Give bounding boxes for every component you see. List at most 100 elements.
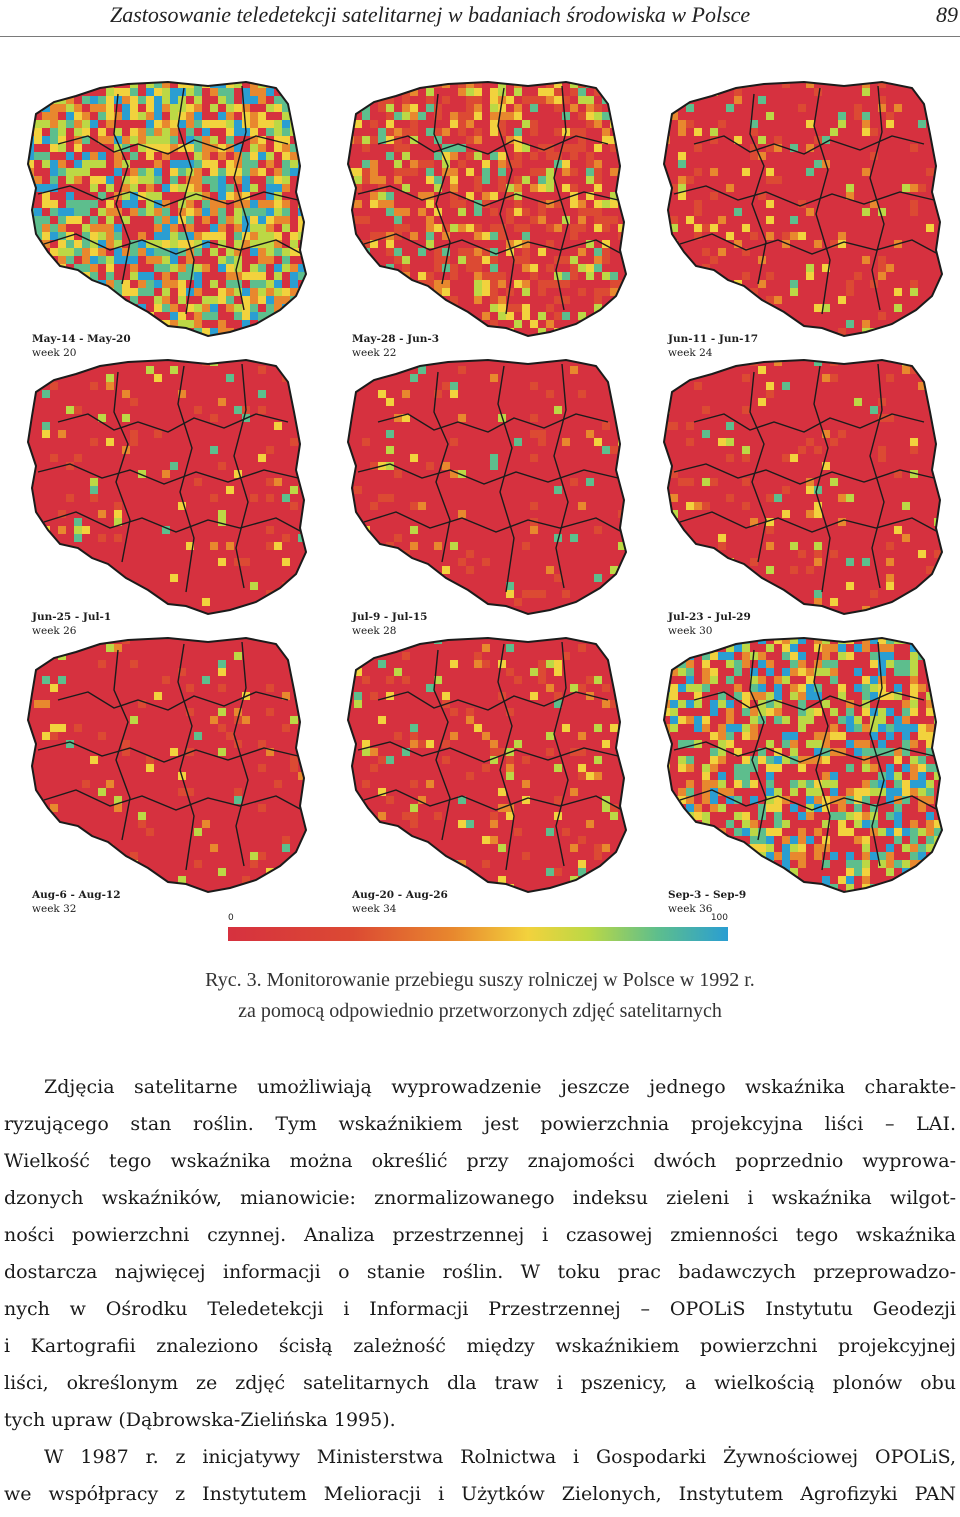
map-pixel — [378, 128, 386, 136]
map-pixel — [114, 240, 122, 248]
map-pixel — [702, 660, 710, 668]
map-pixel — [34, 82, 42, 88]
map-pixel — [378, 136, 386, 144]
map-pixel — [218, 264, 226, 272]
map-pixel — [926, 892, 934, 900]
poland-drought-map — [662, 636, 944, 900]
map-pixel — [670, 668, 678, 676]
map-pixel — [66, 462, 74, 470]
map-pixel — [354, 216, 362, 224]
map-pixel — [466, 708, 474, 716]
map-pixel — [82, 112, 90, 120]
map-pixel — [402, 96, 410, 104]
map-pixel — [450, 336, 458, 344]
map-pixel — [498, 788, 506, 796]
map-pixel — [734, 764, 742, 772]
voivodeship-border — [363, 233, 623, 255]
map-pixel — [66, 558, 74, 566]
map-pixel — [138, 248, 146, 256]
map-pixel — [202, 304, 210, 312]
map-pixel — [782, 82, 790, 88]
map-pixel — [474, 660, 482, 668]
map-pixel — [362, 748, 370, 756]
map-pixel — [290, 328, 298, 336]
map-pixel — [664, 660, 670, 668]
map-pixel — [306, 312, 314, 320]
map-pixel — [402, 748, 410, 756]
map-pixel — [870, 200, 878, 208]
map-pixel — [626, 128, 634, 136]
map-pixel — [790, 328, 798, 336]
map-pixel — [114, 804, 122, 812]
map-pixel — [82, 128, 90, 136]
map-pixel — [474, 152, 482, 160]
map-pixel — [602, 288, 610, 296]
map-pixel — [138, 168, 146, 176]
map-pixel — [250, 248, 258, 256]
map-pixel — [798, 716, 806, 724]
map-pixel — [498, 112, 506, 120]
map-pixel — [766, 844, 774, 852]
map-pixel — [50, 176, 58, 184]
map-pixel — [774, 812, 782, 820]
map-pixel — [506, 812, 514, 820]
map-pixel — [790, 892, 798, 900]
map-pixel — [106, 644, 114, 652]
map-pixel — [394, 144, 402, 152]
map-pixel — [258, 852, 266, 860]
map-pixel — [218, 184, 226, 192]
map-pixel — [258, 264, 266, 272]
map-pixel — [886, 732, 894, 740]
map-pixel — [594, 256, 602, 264]
map-pixel — [130, 128, 138, 136]
map-pixel — [554, 88, 562, 96]
map-pixel — [798, 550, 806, 558]
map-pixel — [798, 756, 806, 764]
map-pixel — [418, 112, 426, 120]
map-pixel — [306, 280, 314, 288]
map-pixel — [910, 684, 918, 692]
map-pixel — [282, 184, 290, 192]
map-pixel — [226, 136, 234, 144]
map-pixel — [570, 336, 578, 344]
map-pixel — [570, 224, 578, 232]
map-pixel — [242, 216, 250, 224]
map-pixel — [626, 590, 634, 598]
map-pixel — [570, 534, 578, 542]
map-pixel — [466, 224, 474, 232]
map-pixel — [790, 732, 798, 740]
map-pixel — [386, 296, 394, 304]
map-pixel — [50, 684, 58, 692]
map-pixel — [90, 176, 98, 184]
map-pixel — [348, 264, 354, 272]
map-pixel — [782, 510, 790, 518]
map-pixel — [610, 168, 618, 176]
map-pixel — [282, 136, 290, 144]
map-pixel — [790, 884, 798, 892]
map-pixel — [162, 96, 170, 104]
map-pixel — [490, 96, 498, 104]
map-pixel — [878, 668, 886, 676]
map-pixel — [122, 740, 130, 748]
map-pixel — [750, 780, 758, 788]
map-pixel — [610, 724, 618, 732]
map-pixel — [474, 104, 482, 112]
map-pixel — [594, 104, 602, 112]
map-pixel — [594, 526, 602, 534]
map-pixel — [886, 724, 894, 732]
map-pixel — [290, 144, 298, 152]
map-pixel — [710, 582, 718, 590]
map-pixel — [686, 876, 694, 884]
map-pixel — [218, 288, 226, 296]
map-pixel — [266, 184, 274, 192]
map-pixel — [66, 82, 74, 88]
map-pixel — [498, 304, 506, 312]
map-pixel — [498, 748, 506, 756]
map-pixel — [578, 96, 586, 104]
map-pixel — [378, 82, 386, 88]
map-pixel — [710, 796, 718, 804]
map-pixel — [306, 256, 314, 264]
map-pixel — [766, 892, 774, 900]
map-pixel — [362, 296, 370, 304]
map-pixel — [538, 208, 546, 216]
